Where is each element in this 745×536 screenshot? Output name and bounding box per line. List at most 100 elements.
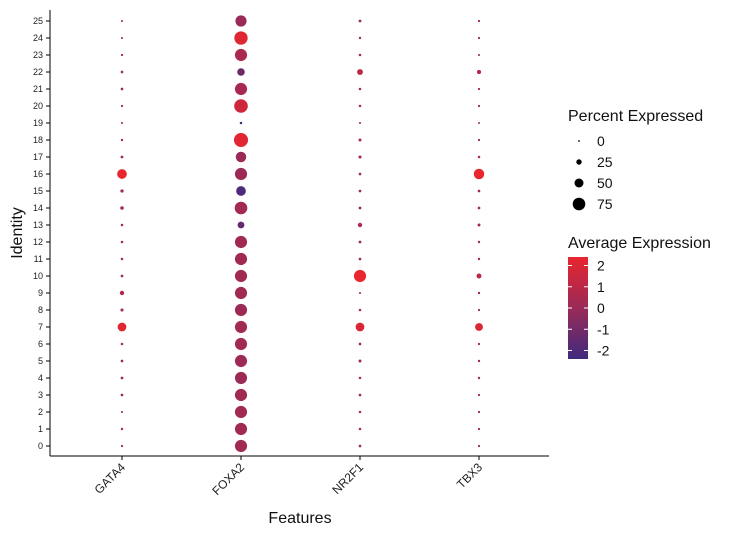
dot-gata4-21 bbox=[120, 87, 124, 91]
dot-gata4-0 bbox=[120, 444, 124, 448]
dot-foxa2-17 bbox=[235, 151, 247, 163]
plot-area bbox=[117, 15, 485, 453]
y-tick-label: 3 bbox=[38, 390, 43, 400]
dot-nr2f1-3 bbox=[358, 393, 362, 397]
x-axis-title: Features bbox=[268, 510, 331, 527]
dot-nr2f1-5 bbox=[358, 359, 362, 363]
y-tick-label: 16 bbox=[33, 169, 43, 179]
dot-tbx3-17 bbox=[477, 155, 481, 159]
dot-foxa2-19 bbox=[239, 121, 243, 125]
y-tick-label: 6 bbox=[38, 339, 43, 349]
dot-nr2f1-13 bbox=[357, 222, 363, 228]
dot-foxa2-15 bbox=[236, 186, 246, 196]
y-tick-label: 11 bbox=[34, 254, 43, 264]
dot-nr2f1-22 bbox=[357, 69, 363, 75]
dot-tbx3-12 bbox=[477, 240, 481, 244]
color-legend-label: 2 bbox=[597, 258, 605, 274]
dot-gata4-24 bbox=[120, 36, 124, 40]
y-tick-label: 15 bbox=[33, 186, 43, 196]
dot-nr2f1-8 bbox=[358, 308, 362, 312]
dot-nr2f1-20 bbox=[358, 104, 362, 108]
dot-gata4-4 bbox=[120, 376, 124, 380]
dot-gata4-16 bbox=[117, 169, 127, 179]
dot-nr2f1-18 bbox=[358, 138, 362, 142]
dot-foxa2-14 bbox=[234, 201, 248, 215]
dot-tbx3-8 bbox=[477, 308, 481, 312]
dot-tbx3-18 bbox=[477, 138, 481, 142]
dot-foxa2-24 bbox=[234, 31, 248, 45]
dot-gata4-25 bbox=[120, 19, 124, 23]
dot-gata4-19 bbox=[120, 121, 124, 125]
y-tick-label: 20 bbox=[33, 101, 43, 111]
dot-foxa2-1 bbox=[234, 422, 248, 436]
y-tick-label: 17 bbox=[33, 152, 43, 162]
dot-gata4-5 bbox=[120, 359, 124, 363]
size-legend-key bbox=[576, 159, 582, 165]
dot-nr2f1-15 bbox=[358, 189, 362, 193]
dot-tbx3-23 bbox=[477, 53, 481, 57]
y-tick-label: 4 bbox=[38, 373, 43, 383]
dot-gata4-6 bbox=[120, 342, 124, 346]
dot-foxa2-23 bbox=[234, 48, 248, 62]
y-tick-label: 9 bbox=[38, 288, 43, 298]
dot-nr2f1-0 bbox=[358, 444, 362, 448]
dot-tbx3-7 bbox=[475, 323, 483, 331]
color-legend-label: 0 bbox=[597, 300, 605, 316]
size-legend-label: 75 bbox=[597, 196, 613, 212]
size-legend: Percent Expressed 0 25 50 75 bbox=[568, 108, 703, 212]
dot-tbx3-1 bbox=[477, 427, 481, 431]
y-tick-label: 14 bbox=[33, 203, 43, 213]
x-tick-label: FOXA2 bbox=[209, 460, 247, 498]
dot-nr2f1-25 bbox=[358, 19, 362, 23]
dot-tbx3-16 bbox=[473, 168, 485, 180]
dot-tbx3-4 bbox=[477, 376, 481, 380]
dot-tbx3-19 bbox=[478, 122, 480, 124]
dot-tbx3-2 bbox=[477, 410, 481, 414]
y-tick-label: 0 bbox=[38, 441, 43, 451]
dot-gata4-23 bbox=[120, 53, 124, 57]
dot-nr2f1-7 bbox=[355, 322, 365, 332]
dot-tbx3-21 bbox=[477, 87, 481, 91]
dot-foxa2-13 bbox=[237, 221, 245, 229]
dot-gata4-20 bbox=[120, 104, 124, 108]
y-tick-label: 18 bbox=[33, 135, 43, 145]
dot-nr2f1-1 bbox=[358, 427, 362, 431]
axes: 0123456789101112131415161718192021222324… bbox=[33, 10, 549, 498]
dot-tbx3-0 bbox=[477, 444, 481, 448]
dot-nr2f1-14 bbox=[358, 206, 362, 210]
dot-gata4-18 bbox=[120, 138, 124, 142]
dot-foxa2-0 bbox=[234, 439, 248, 453]
dot-gata4-7 bbox=[117, 322, 127, 332]
dot-gata4-2 bbox=[120, 410, 124, 414]
size-legend-label: 0 bbox=[597, 133, 605, 149]
dot-tbx3-20 bbox=[477, 104, 481, 108]
dot-foxa2-12 bbox=[234, 235, 248, 249]
color-legend-label: 1 bbox=[597, 279, 605, 295]
y-tick-label: 13 bbox=[33, 220, 43, 230]
dot-nr2f1-4 bbox=[358, 376, 362, 380]
dot-foxa2-3 bbox=[234, 388, 248, 402]
y-tick-label: 22 bbox=[33, 67, 43, 77]
dot-nr2f1-16 bbox=[358, 172, 362, 176]
dot-tbx3-24 bbox=[477, 36, 481, 40]
dot-nr2f1-21 bbox=[358, 87, 362, 91]
size-legend-title: Percent Expressed bbox=[568, 108, 703, 125]
dot-gata4-12 bbox=[120, 240, 124, 244]
color-legend-title: Average Expression bbox=[568, 235, 711, 252]
dot-nr2f1-17 bbox=[358, 155, 362, 159]
dot-tbx3-10 bbox=[476, 273, 482, 279]
dot-gata4-11 bbox=[120, 257, 124, 261]
dot-nr2f1-6 bbox=[358, 342, 362, 346]
dot-gata4-22 bbox=[120, 70, 124, 74]
y-tick-label: 8 bbox=[38, 305, 43, 315]
dot-gata4-9 bbox=[119, 290, 125, 296]
dot-gata4-14 bbox=[120, 206, 124, 210]
dot-foxa2-4 bbox=[234, 371, 248, 385]
size-legend-key bbox=[574, 178, 584, 188]
dot-nr2f1-10 bbox=[353, 269, 367, 283]
dot-foxa2-9 bbox=[234, 286, 248, 300]
dot-tbx3-14 bbox=[477, 206, 481, 210]
dot-gata4-1 bbox=[120, 427, 124, 431]
dot-tbx3-6 bbox=[477, 342, 481, 346]
